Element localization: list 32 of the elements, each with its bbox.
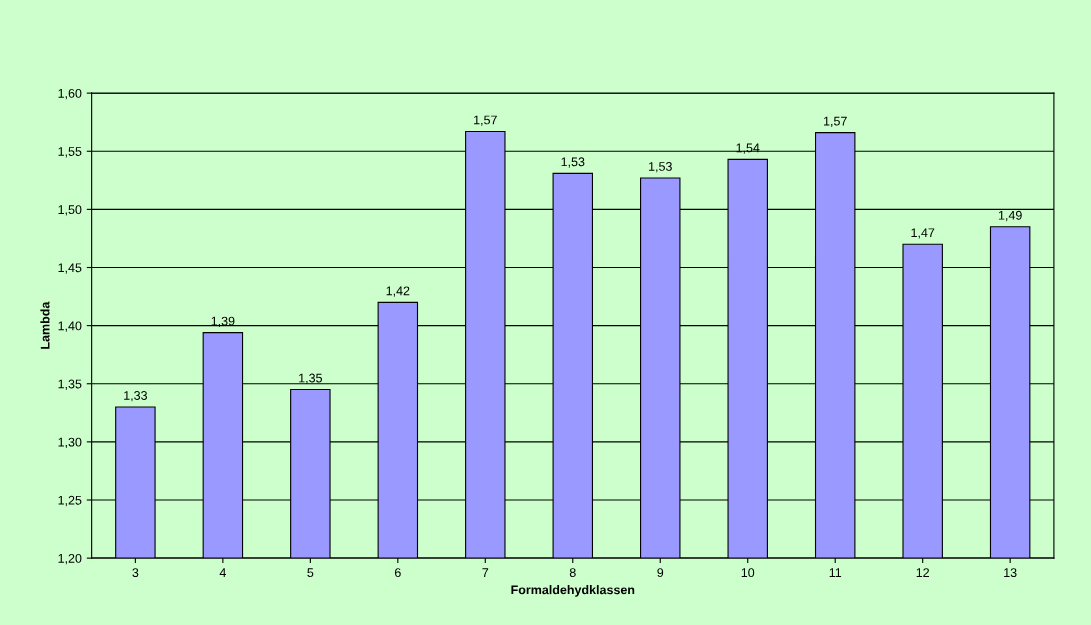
y-tick-label: 1,35 [58, 379, 82, 390]
y-tick-label: 1,25 [58, 495, 82, 507]
data-label: 1,35 [299, 373, 322, 384]
data-label: 1,33 [124, 391, 147, 402]
y-tick-label: 1,40 [58, 321, 82, 332]
data-label: 1,53 [561, 157, 585, 168]
x-tick-label: 11 [829, 568, 842, 577]
y-tick-label: 1,30 [58, 437, 82, 448]
data-label: 1,57 [824, 116, 847, 128]
x-tick-label: 12 [916, 568, 930, 577]
x-tick-label: 6 [394, 568, 401, 578]
x-tick-label: 10 [741, 568, 755, 578]
x-tick-label: 5 [307, 568, 314, 578]
x-tick-label: 3 [132, 568, 139, 578]
y-tick-label: 1,55 [58, 147, 82, 158]
x-tick-label: 8 [569, 568, 576, 578]
data-label: 1,39 [211, 316, 235, 327]
data-label: 1,47 [911, 228, 935, 239]
x-tick-label: 7 [482, 568, 489, 577]
y-tick-label: 1,20 [58, 553, 82, 565]
data-label: 1,57 [474, 115, 497, 126]
y-tick-label: 1,60 [58, 88, 82, 100]
data-label: 1,42 [386, 286, 410, 297]
x-tick-label: 13 [1004, 568, 1017, 578]
y-tick-label: 1,45 [58, 263, 82, 274]
x-tick-label: 9 [657, 568, 664, 578]
data-label: 1,49 [998, 210, 1022, 222]
y-axis-title: Lambda [40, 301, 50, 349]
x-tick-label: 4 [219, 568, 226, 577]
x-axis-title: Formaldehydklassen [511, 585, 635, 597]
data-label: 1,53 [649, 162, 672, 173]
y-tick-label: 1,50 [58, 205, 82, 216]
